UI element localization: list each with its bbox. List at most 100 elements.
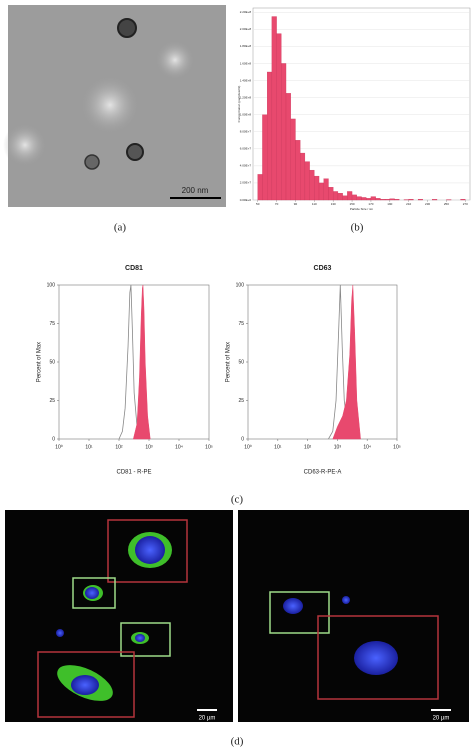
y-tick-label: 50 xyxy=(49,359,55,365)
x-tick-label: 10⁵ xyxy=(205,444,213,450)
x-tick-label: 10¹ xyxy=(274,444,282,450)
bar xyxy=(295,140,301,201)
panel-label: (b) xyxy=(351,222,364,234)
x-tick-label: 110 xyxy=(312,202,317,206)
y-tick-label: 6.00E+7 xyxy=(240,147,252,151)
plot-area xyxy=(247,284,398,440)
x-tick-label: 10⁴ xyxy=(175,444,183,450)
bar xyxy=(257,174,263,201)
bar xyxy=(328,187,334,201)
panel-label: (c) xyxy=(231,494,244,506)
bar xyxy=(432,199,438,201)
y-tick-label: 0 xyxy=(52,436,55,442)
y-tick-label: 1.00E+8 xyxy=(240,112,252,116)
x-tick-label: 270 xyxy=(463,202,468,206)
bar xyxy=(361,197,367,201)
x-tick-label: 210 xyxy=(406,202,411,206)
y-tick-label: 25 xyxy=(49,398,55,404)
y-tick-label: 75 xyxy=(238,321,244,327)
y-tick-label: 0.00E+0 xyxy=(240,198,252,202)
x-axis-label: Particle Size / nm xyxy=(350,207,374,211)
x-tick-label: 190 xyxy=(387,202,392,206)
x-tick-label: 10³ xyxy=(145,444,153,450)
x-tick-label: 230 xyxy=(425,202,430,206)
x-tick-label: 90 xyxy=(294,202,298,206)
x-tick-label: 10⁰ xyxy=(244,444,252,450)
x-tick-label: 70 xyxy=(275,202,279,206)
y-axis-label: Percent of Max xyxy=(226,342,232,382)
bar xyxy=(262,114,268,201)
bar xyxy=(290,118,296,201)
histogram-curve xyxy=(132,284,151,440)
x-tick-label: 50 xyxy=(256,202,260,206)
bar xyxy=(370,196,376,201)
x-tick-label: 10² xyxy=(304,444,312,450)
bar xyxy=(351,194,357,201)
y-axis-label: Concentration (particles/ml) xyxy=(237,86,241,123)
bar xyxy=(267,71,273,201)
x-tick-label: 10⁰ xyxy=(55,444,63,450)
bar xyxy=(323,178,329,201)
y-tick-label: 2.00E+7 xyxy=(240,181,252,185)
y-tick-label: 2.00E+8 xyxy=(240,27,252,31)
bar xyxy=(333,191,339,201)
y-tick-label: 75 xyxy=(49,321,55,327)
x-tick-label: 10⁴ xyxy=(363,444,371,450)
bar xyxy=(417,198,423,201)
bar xyxy=(271,16,277,201)
bar xyxy=(460,198,466,201)
y-tick-label: 50 xyxy=(238,359,244,365)
panel-label: (a) xyxy=(114,222,127,234)
scale-bar-label: 20 µm xyxy=(433,716,450,722)
y-axis-label: Percent of Max xyxy=(37,342,43,382)
bar xyxy=(342,195,348,201)
x-tick-label: 130 xyxy=(331,202,336,206)
bar xyxy=(389,198,395,201)
x-tick-label: 10⁵ xyxy=(393,444,401,450)
bar xyxy=(304,161,310,201)
bar xyxy=(309,169,315,201)
bar xyxy=(375,198,381,201)
fluorescence-images: 20 µm 20 µm xyxy=(5,510,469,722)
bar xyxy=(276,33,282,201)
bar xyxy=(384,198,390,201)
bar xyxy=(366,198,372,201)
x-tick-label: 10³ xyxy=(334,444,342,450)
y-tick-label: 1.60E+8 xyxy=(240,61,252,65)
x-tick-label: 170 xyxy=(368,202,373,206)
y-tick-label: 100 xyxy=(236,282,245,288)
y-tick-label: 2.20E+8 xyxy=(240,10,252,14)
histogram-curve xyxy=(332,284,361,440)
bar xyxy=(300,152,306,201)
y-tick-label: 4.00E+7 xyxy=(240,164,252,168)
x-tick-label: 10¹ xyxy=(85,444,93,450)
y-tick-label: 1.20E+8 xyxy=(240,95,252,99)
bar xyxy=(347,191,353,201)
scale-bar-label: 200 nm xyxy=(182,186,209,195)
chart-title: CD63 xyxy=(314,265,332,272)
bar xyxy=(408,198,414,201)
x-tick-label: 150 xyxy=(350,202,355,206)
scale-bar-label: 20 µm xyxy=(199,716,216,722)
y-tick-label: 0 xyxy=(241,436,244,442)
y-tick-label: 1.80E+8 xyxy=(240,44,252,48)
bar xyxy=(356,196,362,201)
bar xyxy=(394,198,400,201)
micrograph: 200 nm xyxy=(3,5,226,207)
y-tick-label: 25 xyxy=(238,398,244,404)
x-axis-label: CD81 - R-PE xyxy=(116,470,151,476)
bar xyxy=(285,93,291,201)
x-tick-label: 250 xyxy=(444,202,449,206)
chart-title: CD81 xyxy=(125,265,143,272)
x-tick-label: 10² xyxy=(115,444,123,450)
panel-label: (d) xyxy=(231,736,244,748)
bar xyxy=(337,193,343,201)
histogram-curve xyxy=(118,284,141,440)
bar xyxy=(281,63,287,201)
y-tick-label: 8.00E+7 xyxy=(240,130,252,134)
y-tick-label: 100 xyxy=(47,282,56,288)
plot-area xyxy=(58,284,210,440)
bar xyxy=(380,198,386,201)
